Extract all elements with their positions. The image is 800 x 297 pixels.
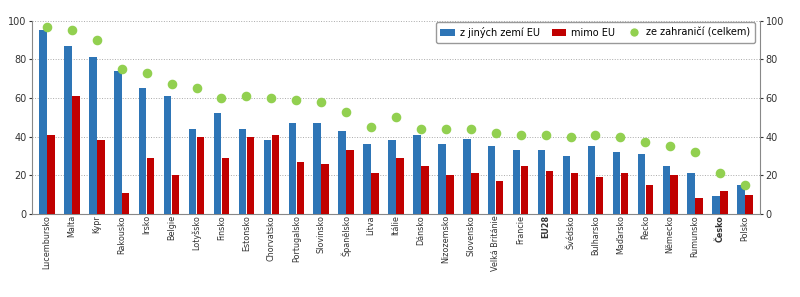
Point [365,124,378,129]
Bar [687,173,695,214]
Point [589,132,602,137]
Bar [338,131,346,214]
Bar [414,135,421,214]
Bar [238,129,246,214]
Bar [297,162,304,214]
Bar [147,158,154,214]
Bar [97,140,105,214]
Bar [363,144,371,214]
Bar [172,175,179,214]
Bar [596,177,603,214]
Bar [139,89,146,214]
Point [140,71,153,75]
Bar [289,123,296,214]
Bar [322,164,329,214]
Point [166,82,178,87]
Point [340,109,353,114]
Bar [720,191,728,214]
Bar [662,166,670,214]
Bar [89,58,97,214]
Bar [513,150,521,214]
Bar [521,166,528,214]
Bar [496,181,503,214]
Bar [47,135,54,214]
Bar [346,150,354,214]
Bar [314,123,321,214]
Point [689,150,702,154]
Point [738,182,751,187]
Bar [471,173,478,214]
Bar [164,96,171,214]
Bar [670,175,678,214]
Point [539,132,552,137]
Point [265,96,278,100]
Bar [214,113,222,214]
Bar [738,185,745,214]
Point [66,28,78,33]
Legend: z jiných zemí EU, mimo EU, ze zahraničí (celkem): z jiných zemí EU, mimo EU, ze zahraničí … [436,22,755,42]
Point [115,67,128,72]
Bar [371,173,378,214]
Point [41,24,54,29]
Bar [197,137,204,214]
Bar [271,135,279,214]
Point [439,127,452,131]
Bar [264,140,271,214]
Bar [446,175,454,214]
Point [614,134,626,139]
Point [414,127,427,131]
Point [290,97,302,102]
Bar [222,158,230,214]
Bar [570,173,578,214]
Bar [546,171,554,214]
Bar [588,146,595,214]
Bar [39,31,46,214]
Bar [562,156,570,214]
Point [664,144,677,148]
Bar [613,152,620,214]
Point [215,96,228,100]
Bar [538,150,546,214]
Bar [712,197,720,214]
Bar [746,195,753,214]
Point [490,130,502,135]
Bar [695,198,703,214]
Bar [646,185,653,214]
Bar [396,158,404,214]
Point [190,86,203,91]
Point [639,140,652,145]
Bar [621,173,628,214]
Point [714,171,726,176]
Point [564,134,577,139]
Bar [463,138,470,214]
Bar [388,140,396,214]
Bar [114,71,122,214]
Bar [421,166,429,214]
Point [315,99,328,104]
Point [514,132,527,137]
Bar [488,146,495,214]
Bar [189,129,196,214]
Bar [122,192,130,214]
Point [240,94,253,99]
Point [90,38,103,42]
Bar [64,46,72,214]
Point [464,127,477,131]
Bar [246,137,254,214]
Bar [638,154,645,214]
Point [390,115,402,120]
Bar [438,144,446,214]
Bar [72,96,80,214]
